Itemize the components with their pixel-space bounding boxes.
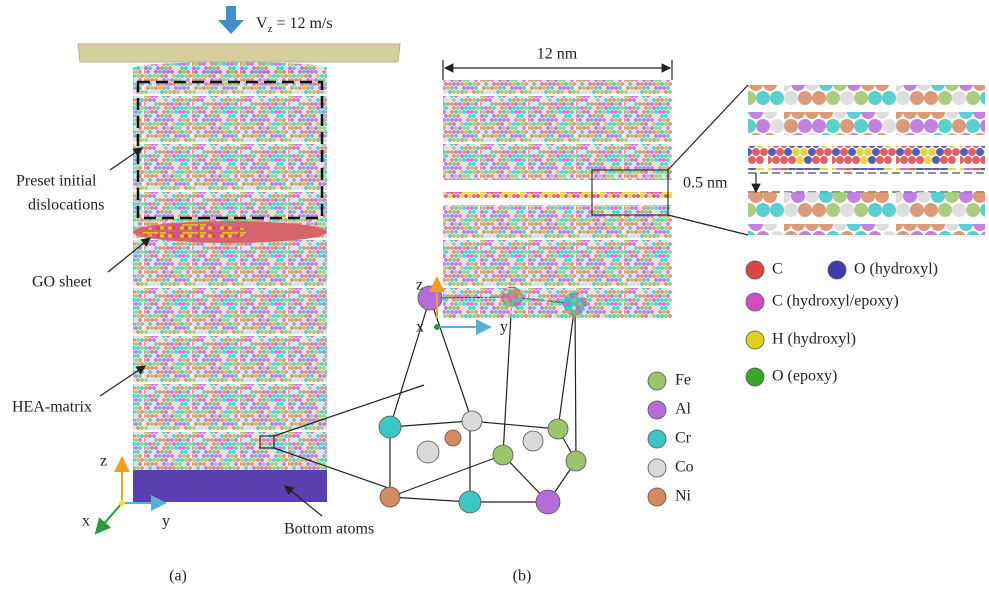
width-label: 12 nm — [537, 46, 578, 63]
legend-label: Ni — [675, 488, 692, 505]
legend-swatch — [648, 372, 666, 390]
atom — [536, 490, 560, 514]
axis-label: x — [416, 319, 424, 336]
caption: (a) — [169, 568, 187, 585]
zoom-top — [748, 85, 985, 135]
caption: (b) — [513, 568, 532, 585]
atom — [462, 411, 482, 431]
legend-label: H (hydroxyl) — [772, 331, 856, 348]
atom — [459, 491, 481, 513]
legend-swatch — [648, 459, 666, 477]
legend-label: C (hydroxyl/epoxy) — [772, 293, 899, 310]
atom — [417, 441, 439, 463]
legend-swatch — [828, 261, 846, 279]
loading-plate — [78, 44, 400, 62]
legend-label: Cr — [675, 430, 692, 447]
hea-cylinder — [133, 68, 327, 470]
zoom-go — [748, 146, 985, 170]
zoom-line — [668, 85, 748, 170]
legend-swatch — [648, 488, 666, 506]
label: Preset initial — [16, 173, 97, 190]
axis-label: y — [162, 513, 170, 530]
cell-edge — [390, 298, 430, 427]
origin — [434, 324, 440, 330]
legend-swatch — [746, 331, 764, 349]
legend-label: O (epoxy) — [772, 368, 837, 385]
hea-top-block — [443, 80, 672, 180]
label: HEA-matrix — [12, 399, 92, 416]
legend-swatch — [648, 430, 666, 448]
cell-edge — [558, 304, 575, 429]
atom — [523, 431, 543, 451]
atom — [548, 419, 568, 439]
legend-swatch — [746, 368, 764, 386]
legend-label: Al — [675, 401, 692, 418]
velocity-arrow — [218, 6, 244, 34]
legend-swatch — [648, 401, 666, 419]
cell-edge — [390, 455, 503, 497]
go-sheet-atoms — [140, 224, 250, 240]
zoom-bottom — [748, 192, 985, 235]
zoom-line — [668, 215, 748, 235]
cell-edge — [390, 421, 470, 427]
cell-edge — [470, 421, 558, 429]
x-axis — [96, 503, 122, 533]
atom — [380, 487, 400, 507]
atom — [566, 451, 586, 471]
legend: C O (hydroxyl) C (hydroxyl/epoxy) H (hydrox… — [746, 261, 938, 386]
hea-bottom-block — [443, 205, 672, 318]
cylinder-top — [133, 62, 327, 74]
cell-edge — [575, 304, 576, 461]
legend-label: Co — [675, 459, 694, 476]
legend-label: O (hydroxyl) — [854, 261, 938, 278]
axis-label: z — [416, 277, 423, 294]
atom — [493, 445, 513, 465]
legend-swatch — [746, 261, 764, 279]
figure: Vz= 12 m/s Preset initial dislocations G… — [0, 0, 989, 593]
label: GO sheet — [32, 274, 93, 291]
gap-label: 0.5 nm — [683, 175, 728, 192]
label: dislocations — [28, 197, 104, 214]
atom — [445, 430, 461, 446]
axis-label: x — [82, 513, 90, 530]
atom — [379, 416, 401, 438]
axis-label: z — [100, 453, 107, 470]
velocity-label: Vz= 12 m/s — [256, 15, 333, 35]
label: Bottom atoms — [284, 521, 374, 538]
legend-label: C — [772, 261, 783, 278]
origin — [119, 500, 125, 506]
legend: Fe Al Cr Co Ni — [648, 372, 694, 506]
go-layer — [443, 190, 672, 200]
axis-label: y — [500, 319, 508, 336]
unit-cell — [379, 286, 586, 514]
cell-edge — [390, 497, 470, 502]
legend-label: Fe — [675, 372, 691, 389]
legend-swatch — [746, 293, 764, 311]
